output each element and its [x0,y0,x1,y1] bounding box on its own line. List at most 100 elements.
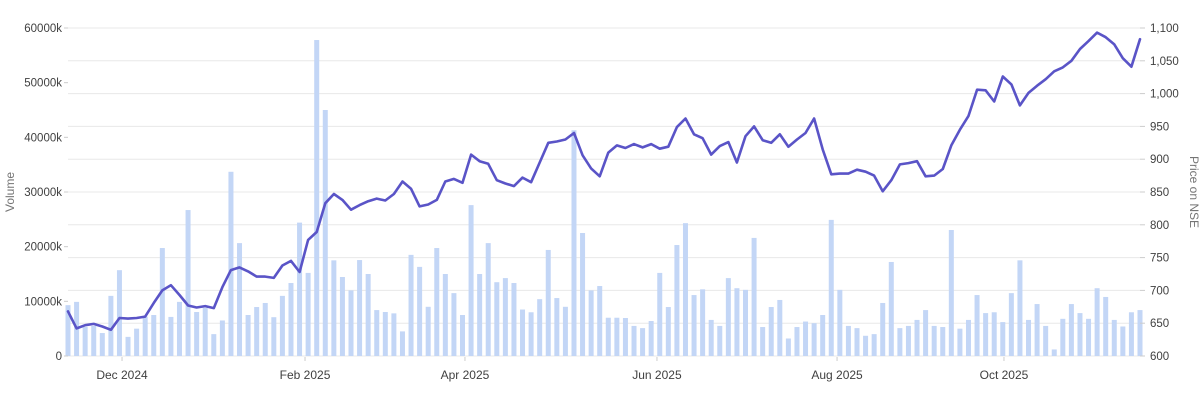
volume-bar[interactable] [905,325,911,356]
volume-bar[interactable] [434,248,440,356]
volume-bar[interactable] [665,307,671,356]
volume-bar[interactable] [459,315,465,356]
volume-bar[interactable] [983,313,989,356]
volume-bar[interactable] [991,312,997,356]
volume-bar[interactable] [734,288,740,356]
volume-bar[interactable] [151,315,157,356]
volume-bar[interactable] [502,278,508,356]
volume-bar[interactable] [768,307,774,356]
volume-bar[interactable] [485,243,491,356]
volume-bar[interactable] [794,327,800,356]
volume-bar[interactable] [751,237,757,356]
volume-bar[interactable] [254,307,260,356]
volume-bar[interactable] [1111,319,1117,356]
volume-bar[interactable] [219,320,225,356]
volume-bar[interactable] [314,40,320,356]
volume-bar[interactable] [1094,288,1100,356]
volume-bar[interactable] [442,274,448,356]
volume-bar[interactable] [262,302,268,356]
volume-bar[interactable] [99,333,105,356]
volume-bar[interactable] [940,327,946,356]
volume-bar[interactable] [811,323,817,356]
volume-bar[interactable] [237,243,243,356]
volume-bar[interactable] [845,325,851,356]
volume-bar[interactable] [682,223,688,356]
volume-bar[interactable] [202,307,208,356]
volume-bar[interactable] [176,301,182,356]
volume-bar[interactable] [245,315,251,356]
volume-bar[interactable] [142,316,148,356]
volume-bar[interactable] [545,249,551,356]
volume-bar[interactable] [931,325,937,356]
volume-bar[interactable] [365,274,371,356]
volume-bar[interactable] [725,278,731,356]
volume-bar[interactable] [134,328,140,356]
volume-bar[interactable] [168,316,174,356]
volume-bar[interactable] [708,319,714,356]
volume-bar[interactable] [194,311,200,356]
volume-bar[interactable] [322,110,328,356]
volume-bar[interactable] [65,305,71,356]
volume-bar[interactable] [1077,313,1083,356]
volume-bar[interactable] [622,318,628,356]
volume-bar[interactable] [494,282,500,356]
volume-bar[interactable] [1051,349,1057,356]
volume-bar[interactable] [1137,310,1143,356]
volume-bar[interactable] [528,312,534,356]
volume-bar[interactable] [562,306,568,356]
volume-bar[interactable] [1017,260,1023,356]
volume-bar[interactable] [271,317,277,356]
volume-bar[interactable] [1043,325,1049,356]
volume-bar[interactable] [125,336,131,356]
volume-bar[interactable] [640,328,646,356]
volume-bar[interactable] [863,335,869,356]
volume-bar[interactable] [597,286,603,356]
price-line[interactable] [66,31,1142,332]
volume-bar[interactable] [228,171,234,356]
volume-bar[interactable] [691,295,697,356]
volume-bar[interactable] [477,274,483,356]
volume-bar[interactable] [520,309,526,356]
volume-bar[interactable] [1008,293,1014,356]
volume-bar[interactable] [974,295,980,356]
volume-bar[interactable] [717,325,723,356]
volume-bar[interactable] [537,299,543,356]
volume-bar[interactable] [743,289,749,356]
volume-bar[interactable] [614,317,620,356]
volume-bar[interactable] [425,306,431,356]
volume-bar[interactable] [391,313,397,356]
volume-bar[interactable] [211,334,217,356]
volume-bar[interactable] [408,254,414,356]
volume-bar[interactable] [674,245,680,356]
volume-bar[interactable] [116,270,122,356]
volume-bar[interactable] [605,317,611,356]
volume-bar[interactable] [888,261,894,356]
volume-bar[interactable] [1034,304,1040,356]
volume-bar[interactable] [374,310,380,356]
volume-bar[interactable] [468,205,474,356]
volume-bar[interactable] [1086,318,1092,356]
volume-bar[interactable] [828,219,834,356]
volume-bar[interactable] [1060,318,1066,356]
volume-bar[interactable] [923,310,929,356]
volume-bar[interactable] [331,260,337,356]
volume-bar[interactable] [305,272,311,356]
volume-bar[interactable] [1103,296,1109,356]
volume-bar[interactable] [82,327,88,356]
volume-bar[interactable] [880,302,886,356]
volume-bar[interactable] [1120,326,1126,356]
volume-bar[interactable] [914,319,920,356]
volume-bar[interactable] [288,283,294,356]
volume-bar[interactable] [108,295,114,356]
volume-bar[interactable] [700,289,706,356]
volume-bar[interactable] [451,293,457,356]
volume-bar[interactable] [588,290,594,356]
volume-bar[interactable] [948,229,954,356]
volume-bar[interactable] [777,299,783,356]
volume-bar[interactable] [554,298,560,356]
volume-bar[interactable] [357,260,363,356]
volume-bar[interactable] [1026,319,1032,356]
volume-bar[interactable] [820,315,826,356]
volume-bar[interactable] [1068,304,1074,356]
